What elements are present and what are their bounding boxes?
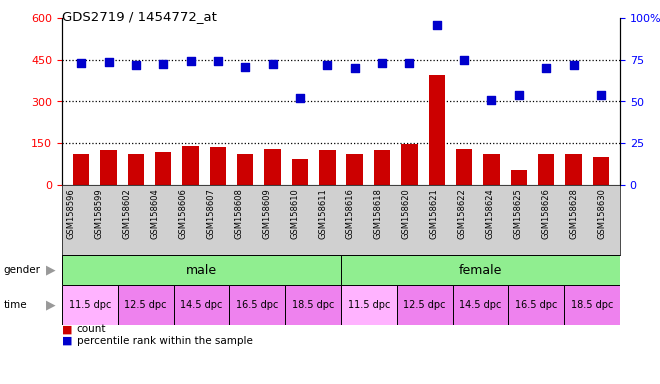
Point: [513, 92, 524, 98]
Text: 12.5 dpc: 12.5 dpc: [125, 300, 167, 310]
Bar: [483, 154, 500, 185]
Text: GSM158622: GSM158622: [457, 189, 467, 239]
Point: [295, 95, 306, 101]
Bar: [319, 150, 335, 185]
Bar: [174, 285, 230, 325]
Bar: [73, 154, 89, 185]
Text: GSM158604: GSM158604: [150, 189, 160, 239]
Bar: [453, 285, 508, 325]
Point: [103, 59, 114, 65]
Text: ■: ■: [62, 336, 73, 346]
Text: GSM158606: GSM158606: [179, 189, 187, 239]
Text: GSM158616: GSM158616: [346, 189, 355, 239]
Point: [541, 65, 551, 71]
Text: count: count: [77, 324, 106, 334]
Point: [322, 62, 333, 68]
Text: GSM158628: GSM158628: [569, 189, 578, 239]
Bar: [210, 147, 226, 185]
Bar: [428, 75, 445, 185]
Bar: [341, 285, 397, 325]
Point: [595, 92, 606, 98]
Point: [432, 22, 442, 28]
Text: GSM158602: GSM158602: [123, 189, 132, 239]
Text: 18.5 dpc: 18.5 dpc: [292, 300, 334, 310]
Bar: [374, 150, 390, 185]
Bar: [397, 285, 453, 325]
Text: female: female: [459, 263, 502, 276]
Bar: [346, 154, 363, 185]
Text: 14.5 dpc: 14.5 dpc: [459, 300, 502, 310]
Text: 16.5 dpc: 16.5 dpc: [515, 300, 558, 310]
Bar: [62, 255, 341, 285]
Bar: [538, 154, 554, 185]
Text: GSM158611: GSM158611: [318, 189, 327, 239]
Text: GSM158630: GSM158630: [597, 189, 606, 239]
Bar: [100, 150, 117, 185]
Point: [185, 58, 196, 65]
Text: ▶: ▶: [46, 263, 55, 276]
Text: ▶: ▶: [46, 298, 55, 311]
Point: [76, 60, 86, 66]
Point: [131, 62, 141, 68]
Bar: [401, 144, 418, 185]
Text: ■: ■: [62, 324, 73, 334]
Bar: [564, 285, 620, 325]
Bar: [117, 285, 174, 325]
Text: GSM158596: GSM158596: [67, 189, 76, 239]
Point: [240, 64, 251, 70]
Bar: [237, 154, 253, 185]
Point: [158, 61, 168, 67]
Point: [267, 61, 278, 67]
Text: 11.5 dpc: 11.5 dpc: [69, 300, 111, 310]
Bar: [285, 285, 341, 325]
Text: GSM158620: GSM158620: [402, 189, 411, 239]
Bar: [230, 285, 285, 325]
Point: [404, 60, 414, 66]
Point: [349, 65, 360, 71]
Text: gender: gender: [3, 265, 40, 275]
Text: GSM158618: GSM158618: [374, 189, 383, 239]
Text: GSM158608: GSM158608: [234, 189, 244, 239]
Bar: [511, 170, 527, 185]
Bar: [508, 285, 564, 325]
Text: 12.5 dpc: 12.5 dpc: [403, 300, 446, 310]
Bar: [127, 154, 144, 185]
Text: time: time: [3, 300, 27, 310]
Text: 11.5 dpc: 11.5 dpc: [348, 300, 390, 310]
Bar: [155, 152, 172, 185]
Point: [213, 58, 223, 64]
Bar: [456, 149, 473, 185]
Text: GSM158599: GSM158599: [95, 189, 104, 239]
Bar: [341, 255, 620, 285]
Text: GSM158607: GSM158607: [207, 189, 215, 239]
Bar: [182, 146, 199, 185]
Bar: [292, 159, 308, 185]
Bar: [593, 157, 609, 185]
Text: GSM158610: GSM158610: [290, 189, 299, 239]
Point: [459, 57, 469, 63]
Bar: [62, 285, 117, 325]
Point: [486, 97, 497, 103]
Bar: [265, 149, 280, 185]
Text: GSM158626: GSM158626: [541, 189, 550, 239]
Point: [568, 62, 579, 68]
Text: GDS2719 / 1454772_at: GDS2719 / 1454772_at: [62, 10, 217, 23]
Text: percentile rank within the sample: percentile rank within the sample: [77, 336, 252, 346]
Text: 18.5 dpc: 18.5 dpc: [571, 300, 613, 310]
Text: 14.5 dpc: 14.5 dpc: [180, 300, 222, 310]
Text: 16.5 dpc: 16.5 dpc: [236, 300, 279, 310]
Text: male: male: [186, 263, 217, 276]
Text: GSM158624: GSM158624: [486, 189, 494, 239]
Point: [377, 60, 387, 66]
Text: GSM158609: GSM158609: [262, 189, 271, 239]
Bar: [566, 154, 581, 185]
Text: GSM158625: GSM158625: [513, 189, 522, 239]
Text: GSM158621: GSM158621: [430, 189, 439, 239]
